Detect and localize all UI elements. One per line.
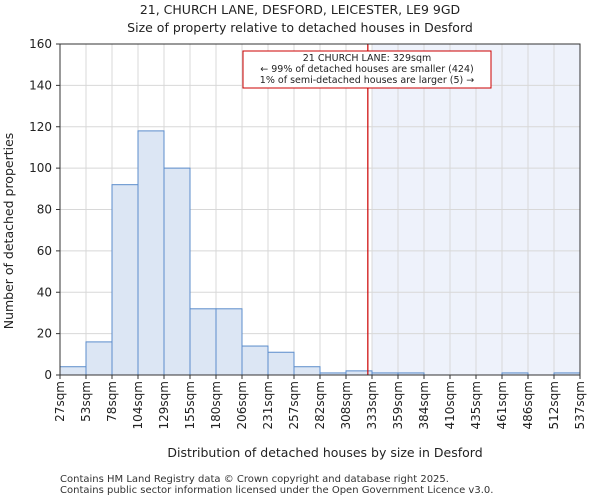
x-tick-label: 486sqm: [521, 381, 535, 429]
annotation-line-1: 21 CHURCH LANE: 329sqm: [303, 53, 431, 64]
annotation-box: 21 CHURCH LANE: 329sqm ← 99% of detached…: [242, 50, 492, 89]
x-tick-label: 27sqm: [53, 381, 67, 422]
footer-line-1: Contains HM Land Registry data © Crown c…: [60, 474, 449, 485]
bar: [111, 184, 139, 376]
bar: [241, 345, 269, 376]
x-tick-label: 282sqm: [313, 381, 327, 429]
x-tick-label: 461sqm: [495, 381, 509, 429]
x-tick-label: 384sqm: [417, 381, 431, 429]
bar: [85, 341, 113, 376]
x-tick-label: 359sqm: [391, 381, 405, 429]
x-tick-label: 180sqm: [209, 381, 223, 429]
y-tick-label: 100: [29, 161, 52, 175]
bar: [163, 167, 191, 376]
bar: [137, 130, 165, 376]
x-tick-label: 104sqm: [131, 381, 145, 429]
y-tick-label: 80: [37, 203, 52, 217]
bar: [189, 308, 217, 376]
x-tick-label: 206sqm: [235, 381, 249, 429]
x-tick-label: 257sqm: [287, 381, 301, 429]
chart-title-line-1: 21, CHURCH LANE, DESFORD, LEICESTER, LE9…: [140, 2, 460, 17]
x-axis-label: Distribution of detached houses by size …: [167, 445, 482, 460]
x-tick-label: 78sqm: [105, 381, 119, 422]
x-tick-label: 129sqm: [157, 381, 171, 429]
annotation-line-2: ← 99% of detached houses are smaller (42…: [260, 64, 473, 75]
y-axis-ticks: 0 20 40 60 80 100 120 140 160: [29, 37, 60, 382]
bar: [293, 366, 321, 376]
x-tick-label: 512sqm: [547, 381, 561, 429]
x-tick-label: 231sqm: [261, 381, 275, 429]
x-tick-label: 333sqm: [365, 381, 379, 429]
x-tick-label: 308sqm: [339, 381, 353, 429]
y-axis-label: Number of detached properties: [1, 133, 16, 330]
x-tick-label: 410sqm: [443, 381, 457, 429]
x-tick-label: 53sqm: [79, 381, 93, 422]
y-tick-label: 140: [29, 78, 52, 92]
y-tick-label: 120: [29, 120, 52, 134]
bars: [59, 130, 581, 376]
x-axis-ticks: 27sqm 53sqm 78sqm 104sqm 129sqm 155sqm 180sqm 2…: [53, 375, 587, 429]
x-tick-label: 435sqm: [469, 381, 483, 429]
footer-line-2: Contains public sector information licen…: [60, 485, 494, 496]
y-tick-label: 20: [37, 327, 52, 341]
x-tick-label: 155sqm: [183, 381, 197, 429]
annotation-frame: [242, 50, 492, 89]
bar: [215, 308, 243, 376]
x-tick-label: 537sqm: [573, 381, 587, 429]
annotation-line-3: 1% of semi-detached houses are larger (5…: [260, 75, 474, 86]
bar: [59, 366, 87, 376]
chart-title-line-2: Size of property relative to detached ho…: [127, 20, 473, 35]
y-tick-label: 60: [37, 244, 52, 258]
y-tick-label: 160: [29, 37, 52, 51]
y-tick-label: 40: [37, 285, 52, 299]
bar: [267, 351, 295, 376]
y-tick-label: 0: [44, 368, 52, 382]
